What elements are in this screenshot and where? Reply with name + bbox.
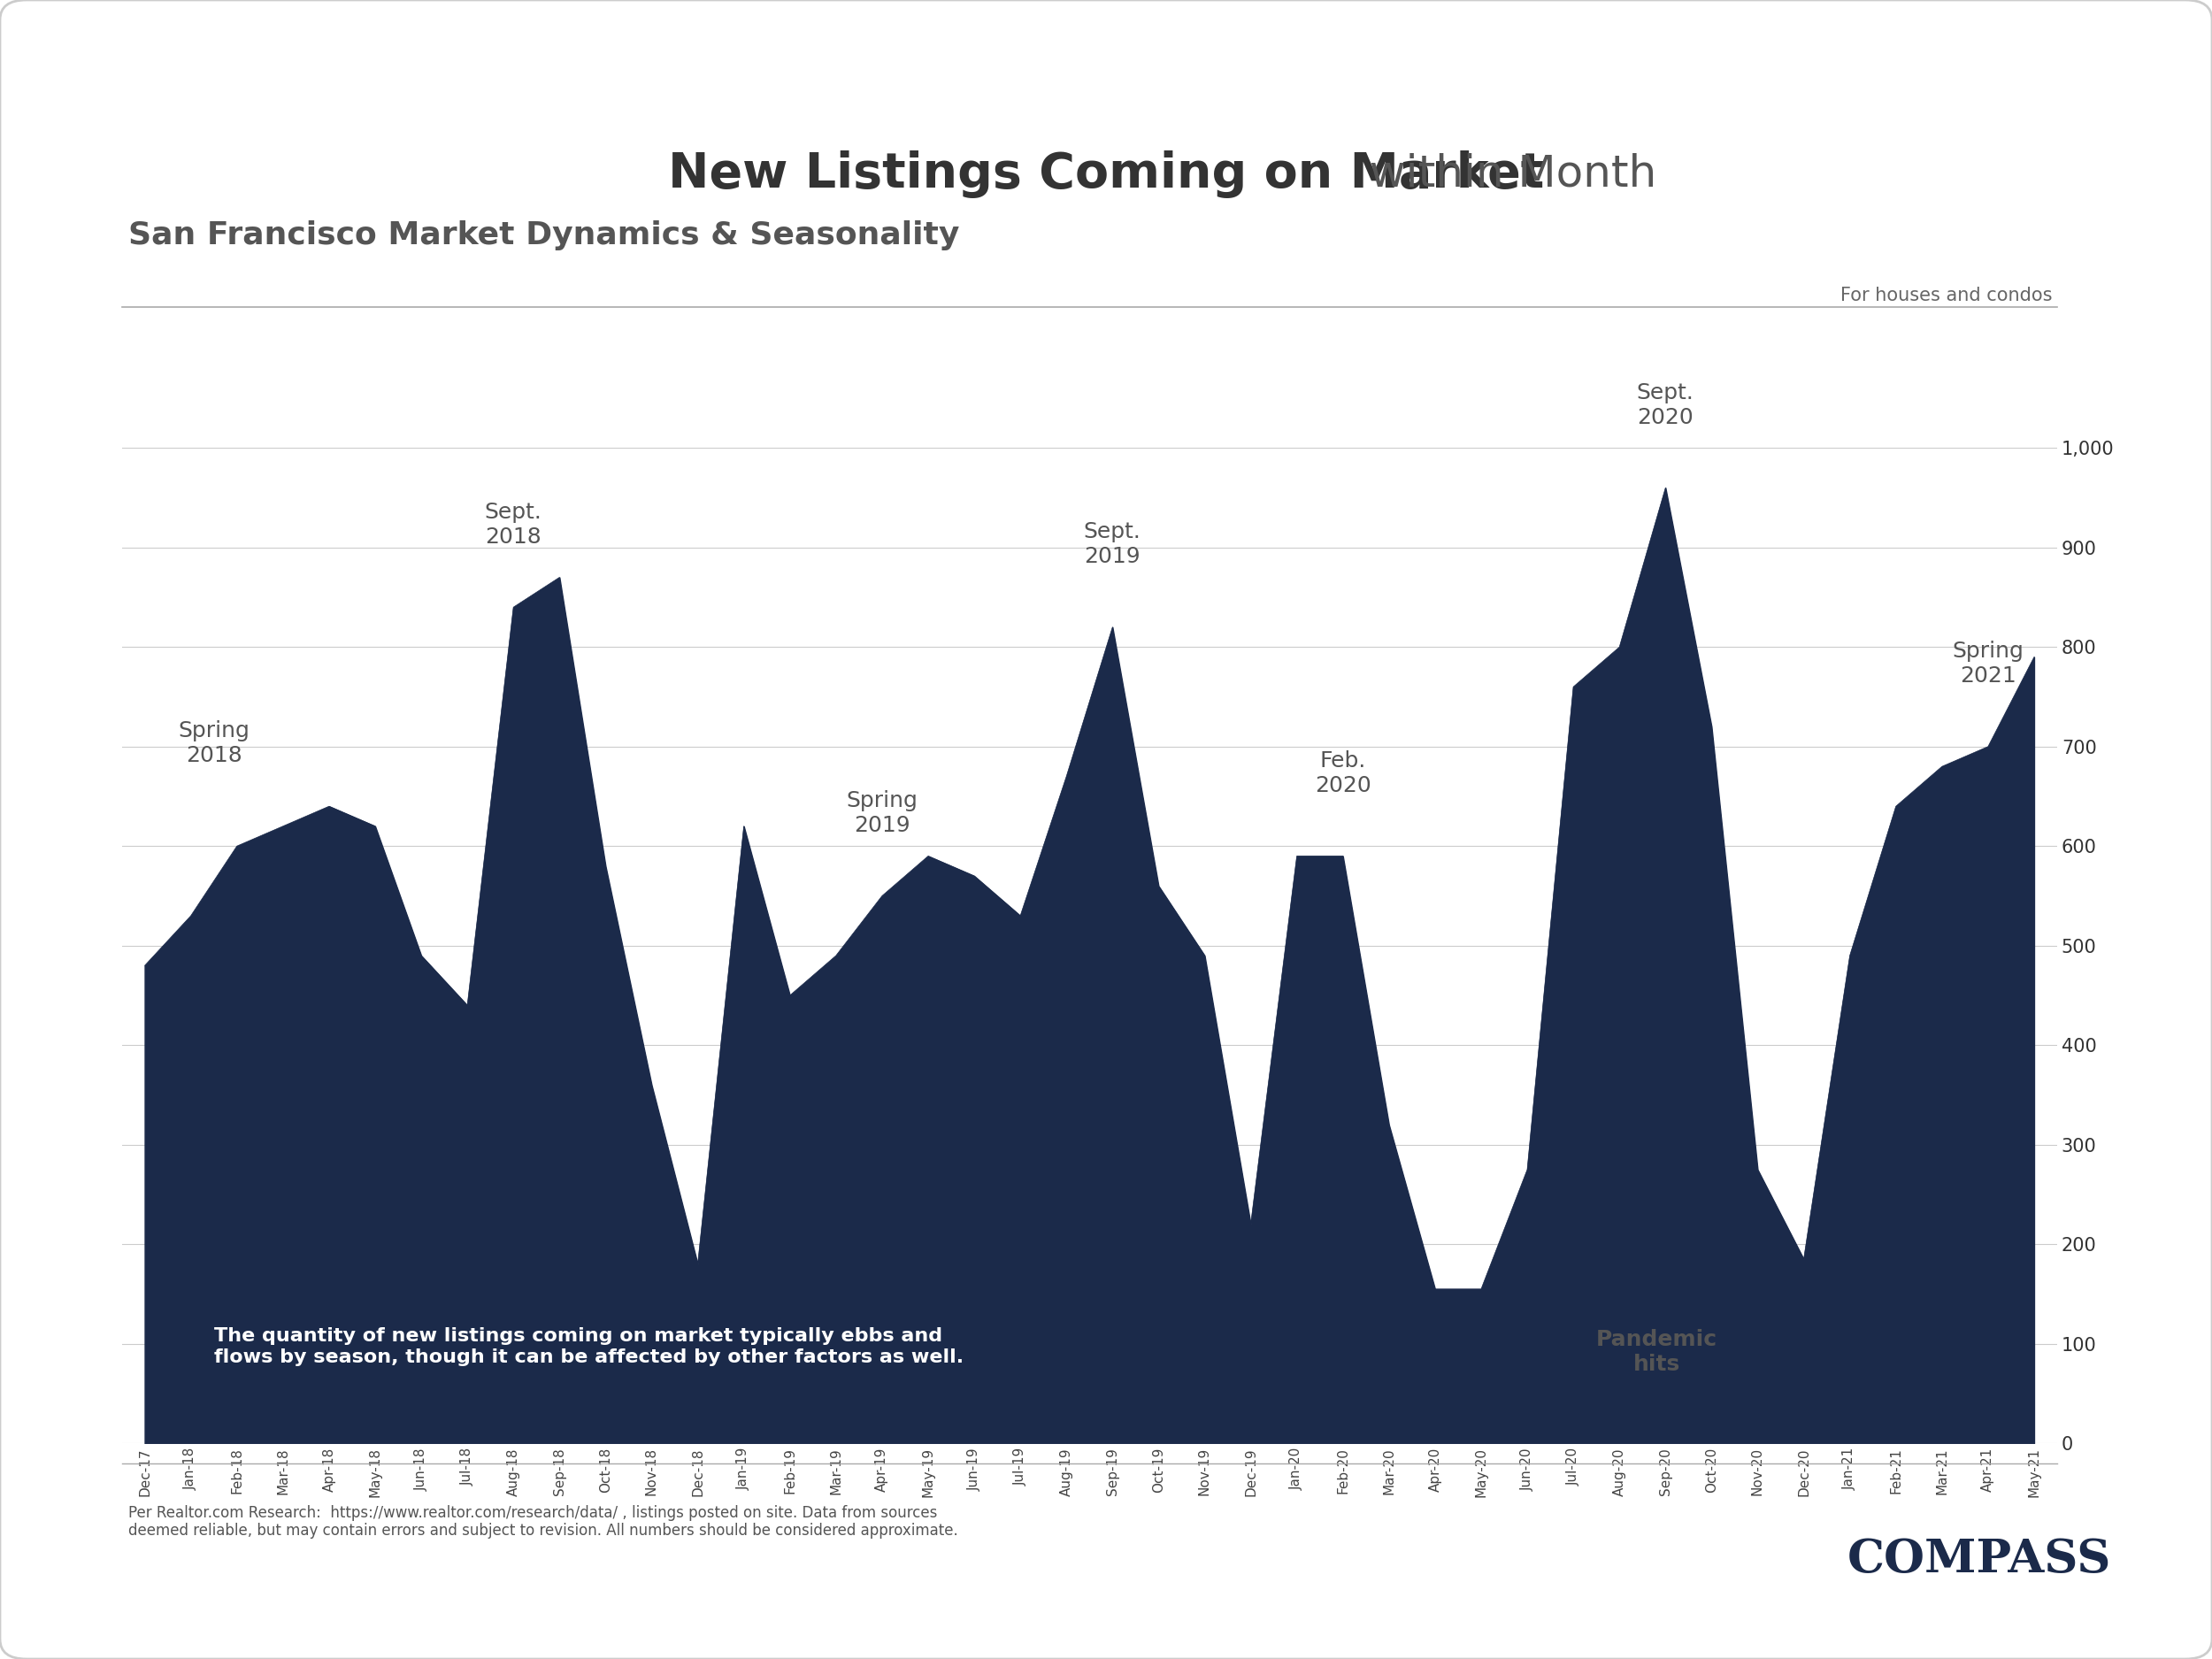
Text: For houses and condos: For houses and condos (1840, 287, 2053, 304)
Text: within Month: within Month (555, 153, 1657, 196)
Text: Sept.
2018: Sept. 2018 (484, 501, 542, 547)
Text: Pandemic
hits: Pandemic hits (1597, 1329, 1719, 1375)
Text: Per Realtor.com Research:  https://www.realtor.com/research/data/ , listings pos: Per Realtor.com Research: https://www.re… (128, 1505, 958, 1540)
Text: Spring
2021: Spring 2021 (1953, 640, 2024, 687)
Text: Sept.
2020: Sept. 2020 (1637, 382, 1694, 428)
Text: The quantity of new listings coming on market typically ebbs and
flows by season: The quantity of new listings coming on m… (215, 1327, 964, 1365)
Text: COMPASS: COMPASS (1847, 1536, 2110, 1583)
Text: Spring
2018: Spring 2018 (177, 720, 250, 766)
Text: Sept.
2019: Sept. 2019 (1084, 521, 1141, 567)
Text: Spring
2019: Spring 2019 (847, 790, 918, 836)
Text: New Listings Coming on Market: New Listings Coming on Market (668, 151, 1544, 197)
Text: San Francisco Market Dynamics & Seasonality: San Francisco Market Dynamics & Seasonal… (128, 221, 960, 251)
Text: Feb.
2020: Feb. 2020 (1314, 750, 1371, 796)
